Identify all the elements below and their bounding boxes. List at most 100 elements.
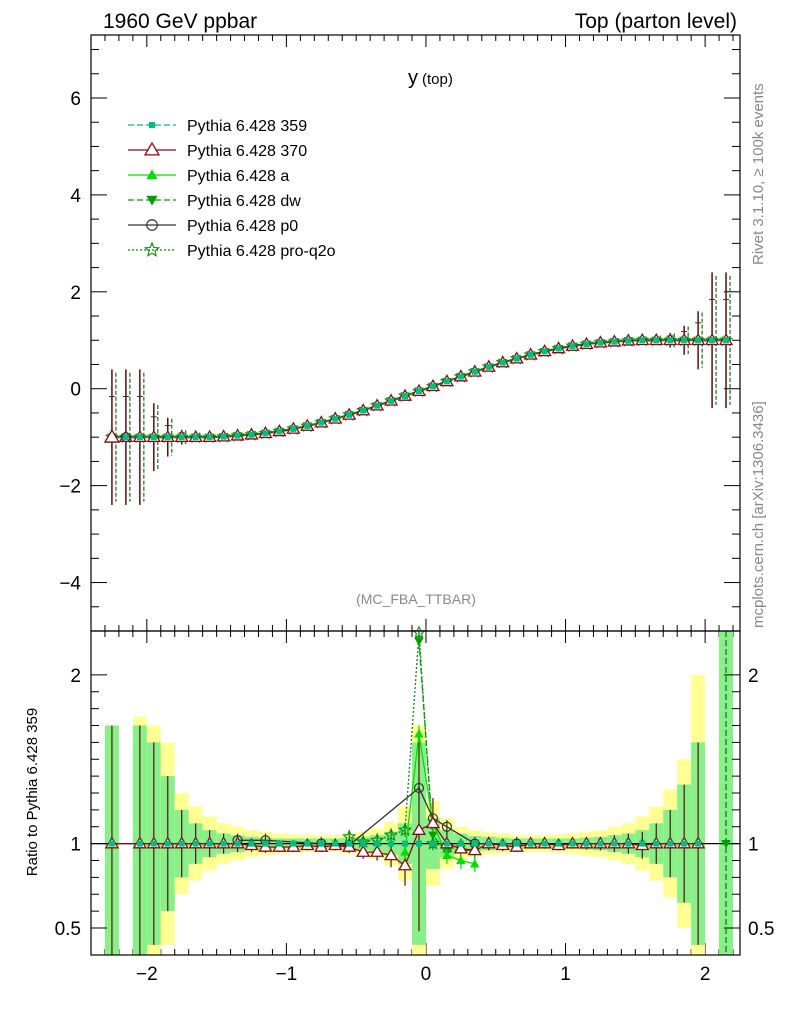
marker-square: [304, 840, 311, 847]
marker-square: [681, 840, 688, 847]
legend-label: Pythia 6.428 pro-q2o: [187, 243, 336, 260]
legend-label: Pythia 6.428 dw: [187, 193, 301, 210]
ratio-y-tick-label-right: 0.5: [748, 919, 774, 940]
marker-triangle-open: [383, 848, 399, 861]
ratio-y-tick-label: 1: [70, 835, 81, 856]
marker-triangle-open: [143, 141, 161, 156]
marker-square: [471, 840, 478, 847]
marker-square: [122, 434, 129, 441]
ratio-plot-frame: [90, 630, 741, 956]
marker-circle-open: [441, 821, 453, 832]
marker-triangle-open: [397, 858, 413, 871]
marker-square: [667, 337, 674, 344]
marker-square: [136, 434, 143, 441]
legend-label: Pythia 6.428 370: [187, 143, 307, 160]
marker-square: [290, 840, 297, 847]
marker-square: [192, 434, 199, 441]
marker-triangle: [456, 855, 466, 865]
marker-square: [429, 840, 436, 847]
x-tick-label: −2: [136, 964, 158, 985]
marker-square: [499, 359, 506, 366]
marker-square: [276, 428, 283, 435]
marker-triangle: [146, 169, 158, 180]
x-tick-label: 0: [421, 964, 432, 985]
marker-square: [164, 434, 171, 441]
x-tick-label: −1: [276, 964, 298, 985]
mcplots-label: mcplots.cern.ch [arXiv:1306.3436]: [750, 401, 767, 628]
marker-square: [360, 840, 367, 847]
marker-square: [429, 383, 436, 390]
x-tick-label: 1: [560, 964, 571, 985]
marker-square: [527, 840, 534, 847]
marker-square: [471, 368, 478, 375]
marker-square: [136, 840, 143, 847]
marker-square: [443, 840, 450, 847]
marker-square: [346, 411, 353, 418]
marker-square: [653, 337, 660, 344]
marker-square: [485, 840, 492, 847]
y-tick-label: −2: [59, 477, 81, 498]
marker-square: [234, 840, 241, 847]
marker-square: [318, 419, 325, 426]
marker-square: [639, 840, 646, 847]
marker-square: [346, 840, 353, 847]
marker-triangle-down: [414, 637, 424, 646]
marker-square: [709, 337, 716, 344]
legend-label: Pythia 6.428 p0: [187, 218, 298, 235]
header-left: 1960 GeV ppbar: [103, 10, 257, 33]
marker-square: [653, 840, 660, 847]
main-plot-layer: −4 −2 0 2 4 6: [59, 35, 740, 632]
marker-square: [695, 840, 702, 847]
marker-square: [583, 341, 590, 348]
marker-square: [695, 337, 702, 344]
marker-square: [374, 840, 381, 847]
marker-star: [397, 822, 413, 837]
marker-square: [555, 840, 562, 847]
ratio-plot-layer: −2 −1 0 1 2 0.5 0.5 1 1 2 2: [55, 625, 774, 985]
legend-label: Pythia 6.428 a: [187, 168, 289, 185]
marker-square: [639, 337, 646, 344]
marker-square: [318, 840, 325, 847]
marker-triangle-down: [428, 831, 438, 840]
ratio-y-tick-label: 2: [70, 666, 81, 687]
marker-square: [723, 337, 730, 344]
ratio-y-tick-label: 0.5: [55, 919, 81, 940]
marker-square: [248, 840, 255, 847]
marker-triangle-open: [356, 844, 371, 857]
marker-square: [597, 840, 604, 847]
marker-circle-open: [413, 782, 425, 794]
marker-square: [457, 840, 464, 847]
marker-circle-open: [120, 432, 131, 443]
marker-triangle-open: [369, 844, 385, 857]
marker-square: [541, 840, 548, 847]
legend-label: Pythia 6.428 359: [187, 118, 307, 135]
marker-square: [388, 397, 395, 404]
marker-square: [220, 433, 227, 440]
marker-square: [192, 840, 199, 847]
marker-square: [527, 351, 534, 358]
y-tick-label: 4: [70, 186, 81, 207]
y-tick-label: 0: [70, 380, 81, 401]
marker-square: [569, 343, 576, 350]
marker-square: [332, 415, 339, 422]
marker-triangle-open: [411, 822, 427, 835]
marker-square: [248, 431, 255, 438]
rivet-label: Rivet 3.1.10, ≥ 100k events: [750, 83, 767, 265]
marker-triangle: [442, 850, 452, 860]
marker-square: [625, 337, 632, 344]
chart-title-main: y: [408, 67, 418, 89]
marker-square: [150, 434, 157, 441]
marker-square: [499, 840, 506, 847]
marker-circle-open: [146, 219, 158, 231]
marker-square: [388, 840, 395, 847]
marker-square: [597, 339, 604, 346]
marker-square: [290, 425, 297, 432]
marker-square: [304, 423, 311, 430]
marker-square: [276, 840, 283, 847]
marker-square: [220, 840, 227, 847]
y-tick-label: 2: [70, 283, 81, 304]
marker-square: [374, 402, 381, 409]
marker-square: [360, 407, 367, 414]
y-tick-label: 6: [70, 89, 81, 110]
